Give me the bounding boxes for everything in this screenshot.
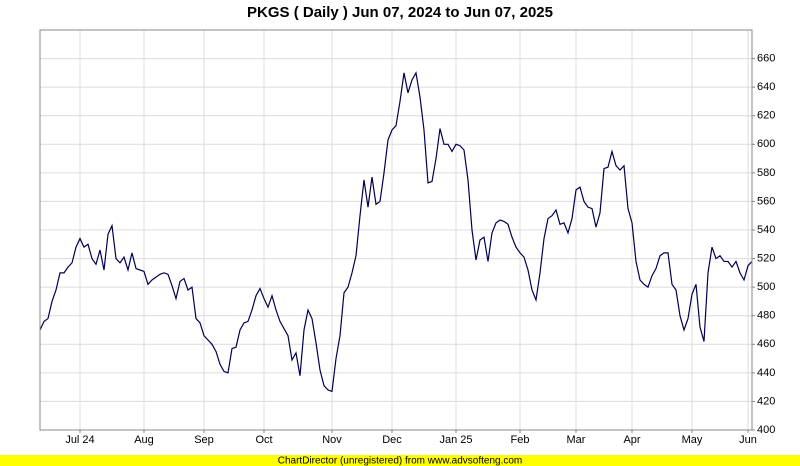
y-tick-label: 480	[757, 310, 775, 322]
y-tick-label: 460	[757, 338, 775, 350]
x-tick-label: Jan 25	[439, 434, 472, 446]
y-tick-label: 660	[757, 52, 775, 64]
y-tick-label: 640	[757, 81, 775, 93]
y-tick-label: 420	[757, 395, 775, 407]
x-tick-label: Mar	[567, 434, 586, 446]
x-tick-label: Jul 24	[65, 434, 94, 446]
x-tick-label: Aug	[134, 434, 154, 446]
y-tick-label: 500	[757, 281, 775, 293]
y-tick-label: 620	[757, 110, 775, 122]
x-tick-label: Dec	[382, 434, 402, 446]
y-tick-label: 540	[757, 224, 775, 236]
plot	[39, 71, 753, 393]
x-tick-label: Oct	[255, 434, 272, 446]
y-tick-label: 560	[757, 195, 775, 207]
price-line	[39, 71, 753, 393]
x-tick-label: Feb	[511, 434, 530, 446]
x-tick-label: Nov	[322, 434, 342, 446]
x-tick-label: May	[682, 434, 703, 446]
chart-title: PKGS ( Daily ) Jun 07, 2024 to Jun 07, 2…	[247, 4, 553, 21]
y-tick-label: 400	[757, 424, 775, 436]
y-tick-label: 520	[757, 252, 775, 264]
footer-bar	[0, 455, 800, 466]
x-tick-label: Apr	[623, 434, 640, 446]
y-tick-label: 600	[757, 138, 775, 150]
footer: ChartDirector (unregistered) from www.ad…	[278, 456, 523, 466]
x-tick-label: Jun	[739, 434, 757, 446]
grid	[40, 30, 752, 431]
x-tick-label: Sep	[194, 434, 214, 446]
y-tick-label: 440	[757, 367, 775, 379]
y-tick-label: 580	[757, 167, 775, 179]
